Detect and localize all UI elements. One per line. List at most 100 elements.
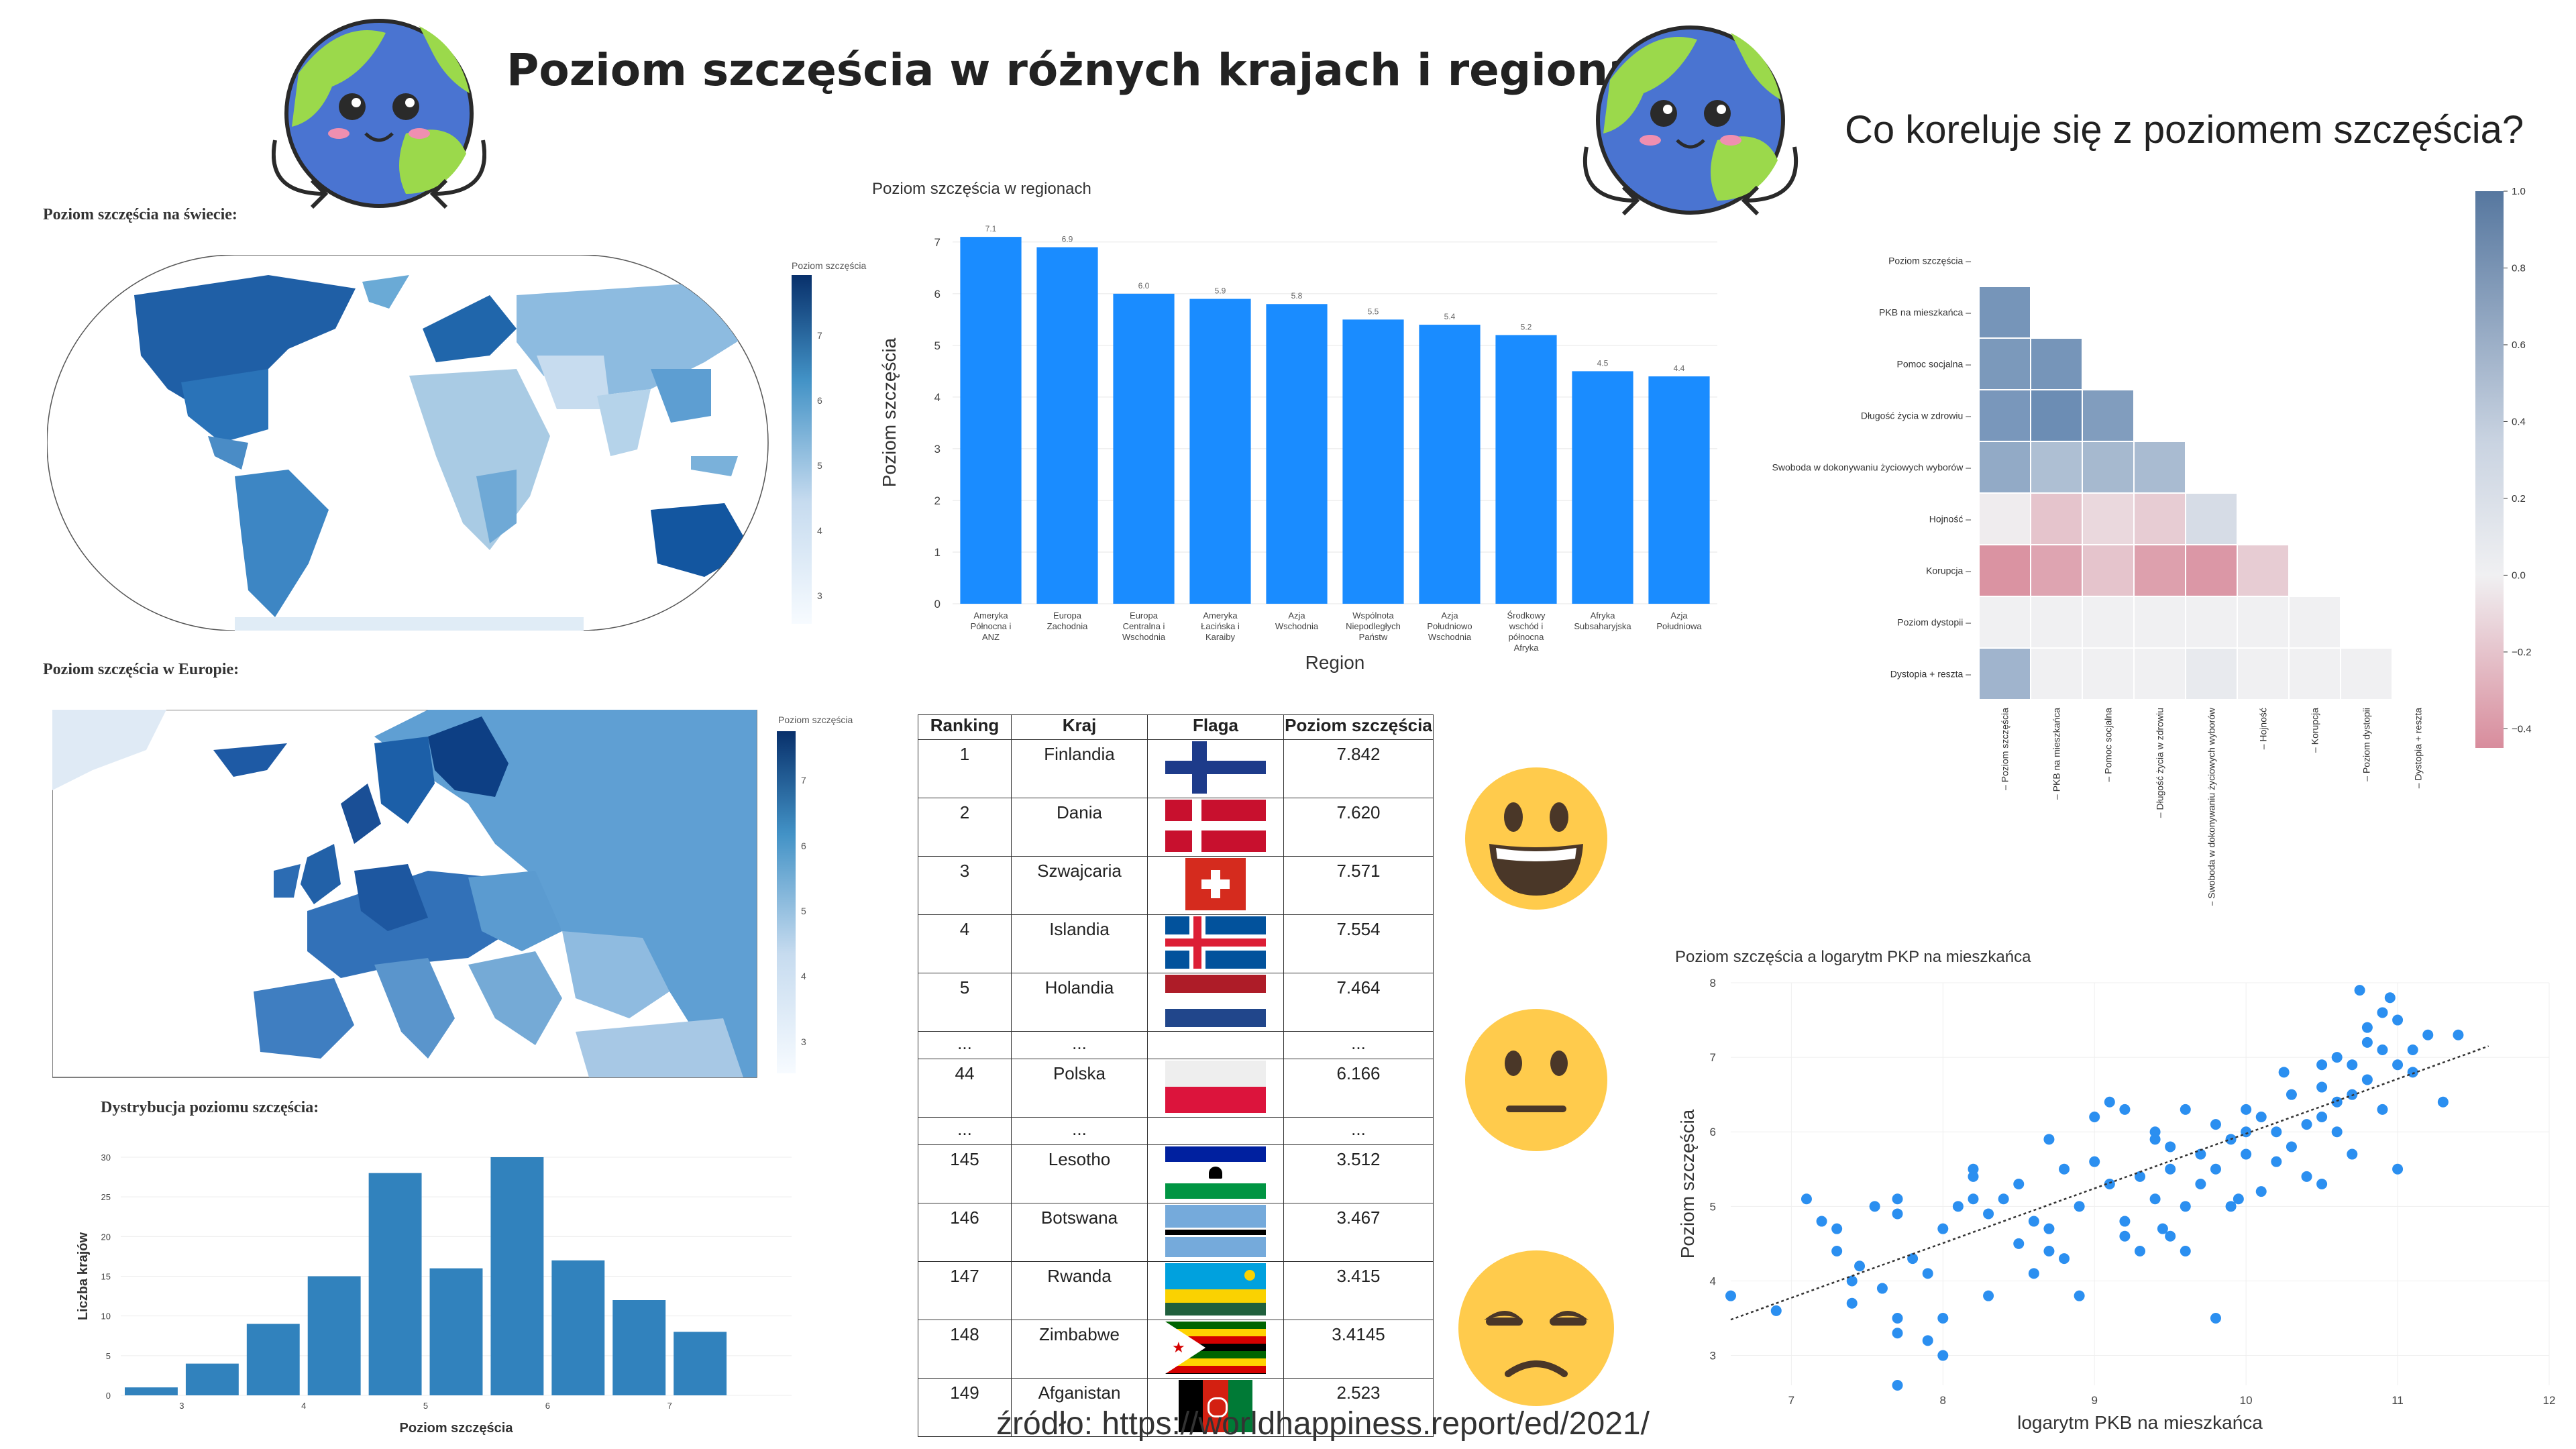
heatmap-cell xyxy=(2083,494,2133,544)
svg-text:5: 5 xyxy=(817,460,822,471)
y-tick-label: 0 xyxy=(934,598,941,610)
page-title: Poziom szczęścia w różnych krajach i reg… xyxy=(506,44,1696,96)
histogram-bar xyxy=(429,1268,483,1395)
y-tick-label: 4 xyxy=(1710,1275,1716,1287)
heatmap-cell xyxy=(2031,649,2082,699)
heatmap-cell xyxy=(2031,442,2082,492)
iceland-flag-icon xyxy=(1165,916,1266,969)
heatmap-cell xyxy=(2238,597,2288,647)
italy-shape xyxy=(374,958,455,1059)
colorbar-tick-label: 0.2 xyxy=(2512,493,2526,504)
x-tick-label: 6 xyxy=(545,1401,550,1411)
x-tick-label: 11 xyxy=(2392,1394,2404,1407)
scatter-point xyxy=(2074,1201,2085,1212)
x-tick-label: Południowa xyxy=(1656,621,1702,631)
y-tick-label: 7 xyxy=(934,236,941,249)
svg-text:4: 4 xyxy=(817,525,822,536)
x-tick-label: Centralna i xyxy=(1123,621,1165,631)
scatter-point xyxy=(1922,1335,1933,1346)
cell-rank: 3 xyxy=(918,856,1012,915)
scatter-point xyxy=(1876,1283,1888,1294)
scatter-point xyxy=(2119,1216,2131,1227)
scatter-point xyxy=(1968,1163,1979,1175)
poland-flag-icon xyxy=(1165,1061,1266,1113)
cell-country: Islandia xyxy=(1011,914,1148,973)
x-tick-label: Północna i xyxy=(971,621,1012,631)
table-row: ......... xyxy=(918,1117,1434,1145)
cell-rank: 148 xyxy=(918,1320,1012,1379)
histogram-bar xyxy=(185,1363,239,1395)
x-tick-label: Południowo xyxy=(1427,621,1472,631)
flag-cell xyxy=(1147,1144,1284,1203)
scatter-point xyxy=(2135,1246,2145,1256)
heatmap-cell xyxy=(1980,545,2030,596)
scatter-point xyxy=(1801,1193,1812,1205)
heatmap-col-label: – PKB na mieszkańca xyxy=(2051,708,2062,800)
cell-score: 3.467 xyxy=(1283,1203,1434,1262)
bar xyxy=(1342,319,1404,604)
scatter-point xyxy=(2165,1141,2176,1152)
x-tick-label: 4 xyxy=(301,1401,306,1411)
finland-region xyxy=(428,716,508,797)
scatter-point xyxy=(2316,1059,2328,1071)
scatter-point xyxy=(2104,1096,2115,1108)
scatter-point xyxy=(2013,1238,2025,1249)
scatter-point xyxy=(2013,1179,2025,1189)
scatter-point xyxy=(2316,1112,2328,1122)
scatter-point xyxy=(2104,1179,2115,1189)
scatter-point xyxy=(2074,1290,2085,1301)
y-tick-label: 2 xyxy=(934,494,941,507)
bar xyxy=(1572,371,1633,604)
scatter-point xyxy=(1869,1201,1880,1212)
cell-rank: ... xyxy=(918,1117,1012,1145)
col-header-country: Kraj xyxy=(1011,714,1148,740)
x-tick-label: Łacińska i xyxy=(1201,621,1240,631)
scatter-point xyxy=(2028,1268,2039,1279)
x-tick-label: 7 xyxy=(667,1401,672,1411)
histogram-bar xyxy=(125,1387,178,1395)
x-tick-label: Zachodnia xyxy=(1047,621,1088,631)
scatter-point xyxy=(2331,1096,2343,1108)
x-tick-label: 8 xyxy=(1940,1394,1946,1407)
scatter-point xyxy=(2059,1163,2070,1175)
world-map-title: Poziom szczęścia na świecie: xyxy=(43,206,237,223)
bar xyxy=(1113,293,1175,604)
x-tick-label: Wspólnota xyxy=(1352,610,1394,621)
cell-country: ... xyxy=(1011,1117,1148,1145)
earth-mascot-icon xyxy=(1582,25,1799,216)
scatter-point xyxy=(2361,1074,2373,1085)
cell-score: 2.523 xyxy=(1283,1378,1434,1437)
scatter-point xyxy=(1892,1313,1903,1324)
svg-text:3: 3 xyxy=(817,590,822,601)
heatmap-col-label: – Korupcja xyxy=(2310,708,2320,753)
x-tick-label: 9 xyxy=(2091,1394,2097,1407)
y-tick-label: 3 xyxy=(934,443,941,455)
bar-value-label: 5.4 xyxy=(1444,312,1456,321)
scatter-point xyxy=(2347,1148,2358,1160)
source-link[interactable]: źródło: https://worldhappiness.report/ed… xyxy=(996,1406,1650,1442)
scatter-point xyxy=(2210,1119,2221,1130)
scatter-title: Poziom szczęścia a logarytm PKP na miesz… xyxy=(1675,948,2031,966)
cell-rank: 147 xyxy=(918,1261,1012,1320)
flag-cell xyxy=(1147,856,1284,915)
svg-text:7: 7 xyxy=(817,330,822,341)
scatter-point xyxy=(1770,1305,1782,1316)
rwanda-flag-icon xyxy=(1165,1263,1266,1316)
scatter-point xyxy=(2331,1052,2343,1063)
scatter-point xyxy=(2043,1223,2055,1234)
scatter-point xyxy=(1952,1201,1964,1212)
heatmap-row-label: Długość życia w zdrowiu – xyxy=(1861,411,1971,421)
lesotho-flag-icon xyxy=(1165,1146,1266,1199)
scatter-point xyxy=(2119,1104,2131,1115)
x-tick-label: północna xyxy=(1509,632,1545,642)
world-colorbar-title: Poziom szczęścia xyxy=(792,260,866,271)
bar-value-label: 5.5 xyxy=(1368,307,1379,316)
heatmap-cell xyxy=(1980,597,2030,647)
cell-score: ... xyxy=(1283,1031,1434,1059)
earth-mascot-icon xyxy=(272,19,486,209)
scatter-point xyxy=(1937,1313,1949,1324)
svg-text:4: 4 xyxy=(801,971,806,981)
y-tick-label: 7 xyxy=(1710,1051,1716,1064)
scatter-point xyxy=(2180,1246,2191,1256)
bar-value-label: 6.9 xyxy=(1062,235,1073,244)
